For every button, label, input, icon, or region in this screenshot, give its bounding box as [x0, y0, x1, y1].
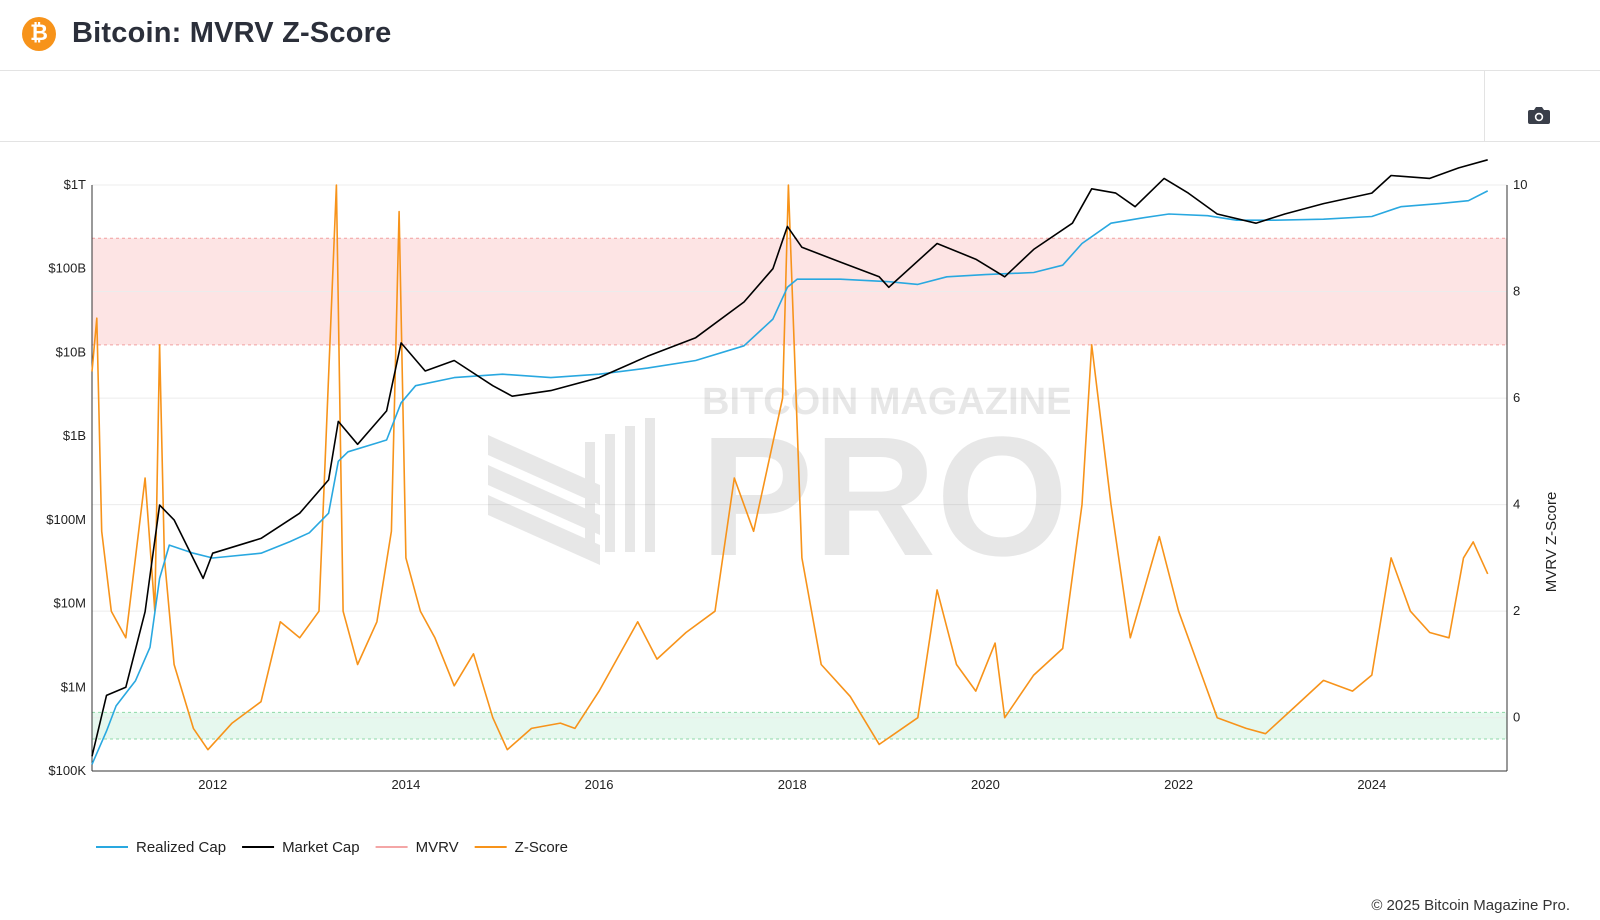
bitcoin-logo-icon: ₿ — [22, 17, 56, 51]
left-tick-label: $100K — [48, 763, 86, 778]
legend-label-realized: Realized Cap — [136, 839, 226, 856]
tick-labels: 0 2 4 6 8 10 $100K $1M $10M $100M $1B $10B $100B $1T 2… — [46, 177, 1527, 792]
mvrv-zscore-chart: BITCOIN MAGAZINE PRO 0 2 4 6 8 10 $100K $1M $10M… — [46, 159, 1560, 856]
app-header: ₿ Bitcoin: MVRV Z-Score — [0, 0, 1600, 71]
left-tick-label: $1M — [61, 679, 86, 694]
legend-label-zscore: Z-Score — [515, 839, 568, 856]
right-tick-label: 4 — [1513, 497, 1520, 512]
z-score-series — [91, 184, 1489, 751]
page-title: Bitcoin: MVRV Z-Score — [72, 17, 392, 49]
right-tick-label: 6 — [1513, 390, 1520, 405]
x-tick-label: 2018 — [778, 777, 807, 792]
x-tick-label: 2020 — [971, 777, 1000, 792]
watermark-line2: PRO — [700, 402, 1068, 592]
left-tick-label: $100B — [48, 261, 86, 276]
right-tick-label: 2 — [1513, 603, 1520, 618]
left-tick-label: $1B — [63, 428, 86, 443]
left-tick-label: $10M — [53, 596, 86, 611]
legend-label-market: Market Cap — [282, 839, 360, 856]
axes — [91, 185, 1508, 772]
x-tick-label: 2014 — [391, 777, 420, 792]
legend: Realized Cap Market Cap MVRV Z-Score — [96, 839, 568, 856]
right-tick-label: 10 — [1513, 177, 1527, 192]
watermark-line1: BITCOIN MAGAZINE — [702, 381, 1071, 423]
series-layer — [91, 159, 1489, 765]
chart-toolbar — [0, 71, 1600, 142]
copyright-footer: © 2025 Bitcoin Magazine Pro. — [1371, 897, 1570, 914]
right-tick-label: 0 — [1513, 710, 1520, 725]
right-axis-label: MVRV Z-Score — [1543, 492, 1560, 593]
left-tick-label: $10B — [56, 344, 86, 359]
market-cap-series — [91, 159, 1488, 757]
legend-label-mvrv: MVRV — [416, 839, 459, 856]
realized-cap-series — [91, 190, 1489, 765]
gridlines — [92, 184, 1507, 719]
green-zone-band — [92, 712, 1507, 740]
x-tick-label: 2012 — [198, 777, 227, 792]
left-tick-label: $1T — [64, 177, 86, 192]
right-tick-label: 8 — [1513, 284, 1520, 299]
x-tick-label: 2016 — [585, 777, 614, 792]
x-tick-label: 2022 — [1164, 777, 1193, 792]
toolbar-divider — [1484, 71, 1485, 141]
camera-icon[interactable] — [1527, 105, 1553, 127]
left-tick-label: $100M — [46, 512, 86, 527]
x-tick-label: 2024 — [1357, 777, 1386, 792]
